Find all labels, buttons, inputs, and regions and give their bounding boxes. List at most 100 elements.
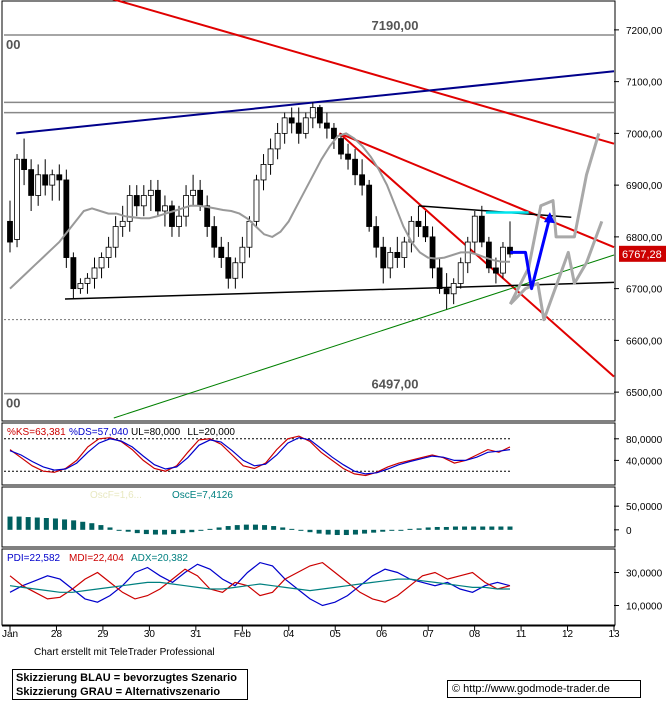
candle-body — [443, 288, 450, 295]
candle-body — [77, 283, 84, 290]
candle-body — [204, 205, 211, 227]
candle-body — [112, 226, 119, 248]
dmi-tick-label: 10,0000 — [626, 602, 663, 613]
oscillator-bar — [307, 529, 313, 533]
candle-body — [49, 174, 56, 186]
price-tick-label: 6700,00 — [626, 285, 663, 296]
candle-body — [176, 215, 182, 227]
candle-body — [91, 267, 98, 279]
candle-body — [401, 241, 408, 258]
oscillator-bar — [152, 529, 158, 535]
x-tick-label: 28 — [51, 629, 63, 640]
stochastic-legend-label: %KS=63,381 — [7, 427, 66, 438]
candle-body — [436, 267, 443, 290]
price-tick-label: 6800,00 — [626, 233, 663, 244]
scenario-sketches — [485, 132, 604, 322]
candle-body — [7, 220, 13, 243]
x-tick-label: 06 — [376, 629, 388, 640]
blue-scenario-path — [510, 215, 552, 291]
candle-body — [331, 127, 337, 139]
oscillator-bar — [116, 529, 122, 531]
oscillator-bar — [225, 526, 231, 530]
x-tick-label: 07 — [423, 629, 435, 640]
oscillator-bar — [334, 529, 340, 536]
x-tick-label: 13 — [608, 629, 620, 640]
oscillator-bar — [252, 524, 258, 530]
candle-body — [162, 205, 168, 212]
x-tick-label: 12 — [562, 629, 574, 640]
oscillator-bar — [107, 527, 113, 530]
candle-body — [507, 246, 513, 255]
oscillator-panel: OscF=1,6... OscE=7,4126 — [7, 490, 513, 536]
oscillator-bar — [352, 529, 358, 535]
oscillator-bar — [34, 517, 40, 530]
candle-body — [366, 184, 373, 227]
oscillator-bar — [125, 529, 131, 532]
candle-body — [429, 236, 436, 269]
dmi-panel-frame — [1, 548, 616, 626]
dmi-series-line — [9, 561, 511, 607]
candle-body — [98, 257, 105, 269]
stochastic-tick-label: 80,0000 — [626, 435, 663, 446]
oscillator-bar — [289, 528, 295, 530]
oscillator-bar — [162, 529, 168, 535]
oscillator-faint-label: OscF=1,6... — [90, 490, 142, 501]
dmi-series-line — [9, 561, 511, 603]
candle-body — [197, 189, 204, 207]
oscillator-bar — [134, 529, 140, 534]
candle-body — [253, 179, 260, 222]
oscillator-bar — [80, 521, 86, 530]
price-tick-label: 6600,00 — [626, 336, 663, 347]
oscillator-bar — [198, 529, 204, 531]
x-tick-label: 08 — [469, 629, 481, 640]
oscillator-bar — [452, 526, 458, 530]
oscillator-bar — [471, 526, 477, 530]
oscillator-bar — [462, 526, 468, 530]
oscillator-title: OscE=7,4126 — [172, 490, 233, 501]
candle-body — [485, 241, 492, 269]
candle-body — [63, 179, 70, 258]
x-tick-label: 05 — [330, 629, 342, 640]
gray-scenario-path — [509, 220, 604, 322]
oscillator-bar — [443, 526, 449, 530]
candle-body — [239, 246, 246, 264]
price-tick-label: 7000,00 — [626, 129, 663, 140]
oscillator-bar — [234, 525, 240, 530]
candle-body — [288, 117, 295, 124]
candle-body — [154, 189, 161, 212]
oscillator-bar — [180, 529, 186, 534]
price-tick-label: 7100,00 — [626, 78, 663, 89]
last-price-box — [619, 245, 666, 262]
candle-body — [471, 215, 478, 243]
candle-body — [218, 246, 225, 258]
oscillator-bar — [89, 523, 95, 530]
url-link[interactable]: http://www.godmode-trader.de — [463, 683, 610, 695]
oscillator-bar — [398, 529, 404, 531]
oscillator-bar — [316, 529, 322, 534]
stochastic-series-line — [9, 435, 511, 477]
oscillator-bar — [25, 517, 31, 530]
last-price-label: 6767,28 — [622, 249, 662, 261]
candle-body — [274, 132, 281, 150]
candle-body — [316, 107, 323, 124]
candle-body — [126, 195, 133, 222]
candle-body — [56, 174, 63, 181]
x-tick-label: 30 — [144, 629, 156, 640]
left-edge-label: 00 — [6, 396, 20, 411]
oscillator-panel-frame — [1, 486, 616, 548]
oscillator-bar — [52, 518, 58, 530]
dmi-panel: PDI=22,582 MDI=22,404 ADX=20,382 — [7, 553, 511, 607]
x-tick-label: Jan — [2, 629, 18, 640]
candle-body — [14, 158, 20, 240]
candle-body — [352, 158, 358, 176]
candle-body — [70, 257, 77, 290]
url-box[interactable]: © http://www.godmode-trader.de — [447, 680, 641, 698]
candle-body — [21, 158, 27, 171]
oscillator-bar — [189, 529, 195, 533]
candle-body — [422, 226, 429, 238]
candle-body — [232, 262, 239, 279]
candle-body — [457, 262, 464, 284]
oscillator-bar — [425, 527, 431, 530]
candle-body — [338, 138, 344, 155]
dmi-tick-label: 30,0000 — [626, 569, 663, 580]
